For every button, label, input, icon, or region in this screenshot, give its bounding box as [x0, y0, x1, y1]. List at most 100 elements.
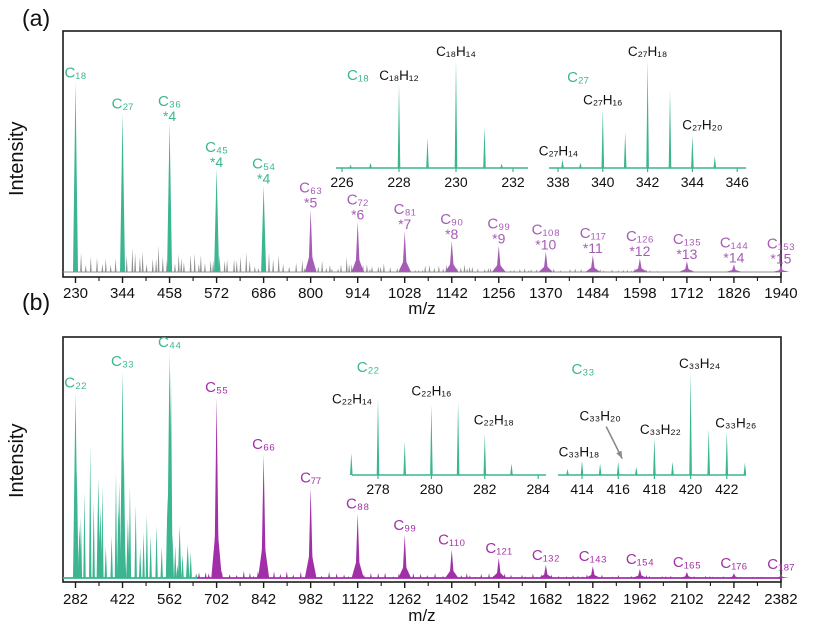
- inset-peak: [349, 164, 352, 168]
- minor-green-peak: [114, 472, 118, 578]
- minor-purple-peak: [273, 571, 276, 578]
- noise-spike: [396, 267, 399, 272]
- noise-spike: [513, 269, 515, 272]
- inset-peak: [725, 431, 729, 475]
- noise-spike: [476, 268, 479, 272]
- x-tick-label: 458: [157, 285, 182, 302]
- peak-mult-C99: *9: [492, 231, 505, 247]
- inset-tick-label: 284: [527, 481, 551, 497]
- inset-peak: [426, 137, 429, 168]
- peak-label-C99: C₉₉: [393, 517, 416, 534]
- noise-spike: [389, 267, 392, 272]
- peak-label-C72: C₇₂: [347, 192, 369, 209]
- inset-peak-label-C33H18: C₃₃H₁₈: [559, 445, 600, 460]
- noise-spike: [282, 263, 285, 272]
- noise-spike: [268, 252, 270, 272]
- peak-C54: [261, 185, 267, 272]
- inset-peak-label-C22H18: C₂₂H₁₈: [474, 413, 514, 428]
- peak-mult-C135: *13: [676, 246, 697, 262]
- peak-C165: [684, 572, 690, 578]
- peak-label-C110: C₁₁₀: [438, 531, 465, 548]
- panel-a-y-axis-label: Intensity: [6, 121, 28, 197]
- peak-C33: [120, 370, 126, 578]
- minor-green-peak: [128, 485, 132, 578]
- noise-spike: [177, 253, 180, 272]
- minor-green-peak: [181, 554, 184, 578]
- noise-spike: [382, 263, 385, 272]
- inset-peak: [646, 60, 649, 168]
- noise-spike: [155, 258, 158, 272]
- noise-spike: [483, 269, 486, 272]
- inset-tick-label: 346: [726, 174, 750, 190]
- panel-b-tag: (b): [22, 289, 51, 315]
- peak-mult-C36: *4: [163, 108, 176, 124]
- peak-label-C121: C₁₂₁: [485, 540, 512, 557]
- minor-purple-peak: [328, 571, 331, 578]
- noise-spike: [101, 263, 104, 272]
- peak-label-C22: C₂₂: [64, 374, 87, 391]
- inset-peak: [579, 162, 582, 168]
- peak-label-C187: C₁₈₇: [767, 556, 794, 573]
- peak-label-C144: C₁₄₄: [720, 234, 748, 251]
- inset-peak: [671, 461, 674, 475]
- noise-spike: [530, 269, 532, 272]
- noise-spike: [109, 264, 112, 272]
- x-tick-label: 1142: [436, 285, 468, 302]
- noise-spike: [209, 260, 212, 272]
- minor-purple-peak: [531, 573, 534, 578]
- inset-peak: [397, 83, 401, 168]
- peak-C153: [778, 265, 784, 272]
- noise-spike: [433, 267, 436, 272]
- noise-spike: [345, 256, 348, 272]
- peak-C90: [449, 240, 454, 272]
- noise-spike: [288, 266, 291, 272]
- x-tick-label: 1370: [529, 285, 562, 302]
- inset-tick-label: 344: [681, 174, 705, 190]
- minor-purple-peak: [279, 573, 282, 578]
- panel-a-tag: (a): [22, 5, 51, 31]
- inset-peak: [454, 60, 458, 168]
- peak-label-C176: C₁₇₆: [720, 555, 747, 572]
- minor-green-peak: [195, 573, 198, 578]
- peak-label-C117: C₁₁₇: [580, 225, 606, 242]
- x-tick-label: 230: [63, 285, 88, 302]
- inset-peak: [456, 401, 460, 475]
- noise-spike: [161, 256, 164, 272]
- peak-label-C63: C₆₃: [299, 180, 322, 197]
- inset-peak-label-C27H16: C₂₇H₁₆: [583, 93, 622, 108]
- inset-peak: [403, 441, 406, 475]
- peak-label-C165: C₁₆₅: [673, 554, 701, 571]
- noise-spike: [599, 269, 602, 272]
- peak-C99: [402, 535, 407, 578]
- x-tick-label: 1028: [388, 285, 421, 302]
- noise-spike: [174, 262, 176, 272]
- inset-peak: [376, 397, 380, 475]
- peak-mult-C126: *12: [629, 243, 650, 259]
- noise-spike: [84, 265, 87, 272]
- noise-spike: [139, 256, 141, 272]
- noise-spike: [317, 266, 320, 272]
- peak-mult-C117: *11: [583, 240, 603, 256]
- x-tick-label: 344: [110, 285, 135, 302]
- inset-peak: [653, 437, 656, 475]
- minor-green-peak: [92, 501, 95, 578]
- noise-spike: [96, 257, 98, 272]
- x-tick-label: 702: [204, 591, 229, 608]
- minor-green-peak: [189, 551, 192, 578]
- noise-spike: [145, 264, 148, 272]
- noise-spike: [348, 263, 351, 272]
- inset-peak: [430, 404, 433, 475]
- peak-mult-C108: *10: [535, 237, 556, 253]
- peak-mult-C45: *4: [210, 154, 223, 170]
- x-tick-label: 800: [298, 285, 323, 302]
- noise-spike: [369, 269, 371, 272]
- noise-spike: [489, 268, 492, 272]
- peak-label-C126: C₁₂₆: [626, 228, 654, 245]
- peak-C63: [308, 209, 313, 272]
- peak-label-C154: C₁₅₄: [626, 551, 654, 568]
- peak-label-C108: C₁₀₈: [532, 222, 560, 239]
- peak-mult-C54: *4: [257, 171, 270, 187]
- minor-purple-peak: [419, 573, 422, 578]
